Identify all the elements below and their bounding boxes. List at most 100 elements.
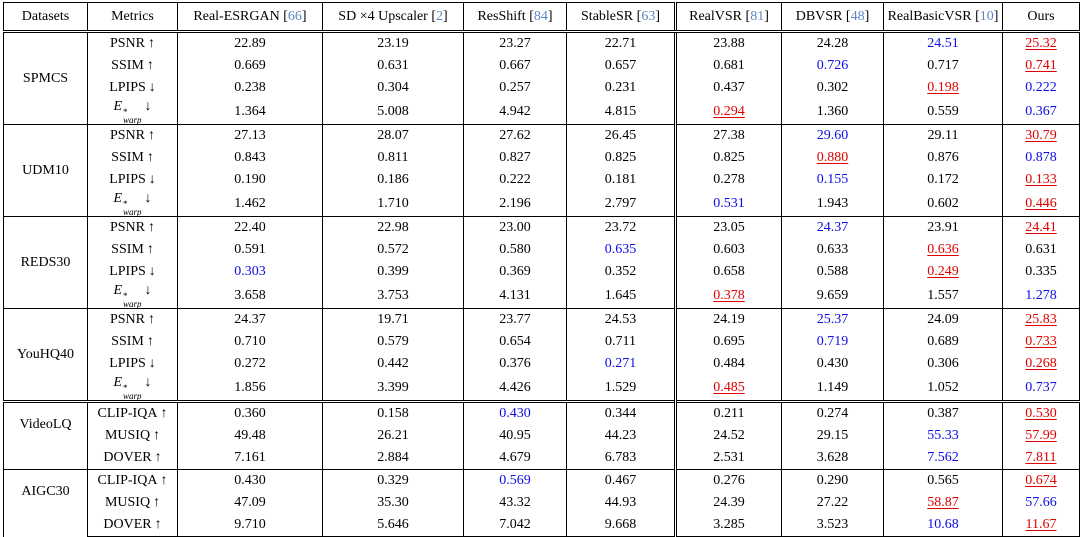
metric-value: 0.485 (674, 375, 782, 402)
metric-name: PSNR (109, 220, 146, 235)
metric-value: 0.559 (883, 99, 1003, 125)
metric-value: 0.437 (674, 77, 782, 99)
metric-value: 4.679 (463, 447, 567, 470)
metric-value: 30.79 (1002, 124, 1080, 147)
metric-value: 24.52 (674, 425, 782, 447)
table-row: SPMCS PSNR ↑ 22.89 23.19 23.27 22.71 23.88 24.28… (3, 31, 1080, 125)
metric-label: CLIP-IQA ↑ (87, 400, 178, 425)
metric-name: DOVER (103, 517, 152, 532)
citation-link[interactable]: 10 (979, 8, 994, 24)
metric-value: 0.719 (781, 331, 884, 353)
table-row: LPIPS ↓ 0.238 0.304 0.257 0.231 0.437 0.302 0.19… (4, 77, 1080, 99)
metric-value: 3.753 (322, 283, 464, 309)
citation-link[interactable]: 63 (641, 8, 656, 24)
metric-value: 24.39 (674, 492, 782, 514)
metric-value: 24.19 (674, 308, 782, 331)
table-row: LPIPS ↓ 0.303 0.399 0.369 0.352 0.658 0.588 0.24… (4, 261, 1080, 283)
col-header-datasets: Datasets (3, 2, 88, 33)
arrow-up-icon: ↑ (160, 473, 168, 488)
citation-link[interactable]: 2 (436, 8, 444, 24)
metric-value: 0.588 (781, 261, 884, 283)
metric-value: 9.659 (781, 283, 884, 309)
metric-value: 24.41 (1002, 216, 1080, 239)
col-header-method-sd-4-upscaler: SD ×4 Upscaler [2] (322, 2, 464, 33)
metric-value: 0.565 (883, 469, 1003, 492)
metric-value: 23.72 (566, 216, 676, 239)
metric-name: DOVER (103, 450, 152, 465)
metric-value: 0.667 (463, 55, 567, 77)
metric-value: 0.631 (1002, 239, 1080, 261)
citation-bracket: ] (301, 8, 307, 24)
metric-value: 0.741 (1002, 55, 1080, 77)
metric-name: CLIP-IQA (97, 406, 158, 421)
metric-value: 0.484 (674, 353, 782, 375)
metric-value: 23.88 (674, 31, 782, 55)
metric-label: DOVER ↑ (87, 447, 178, 470)
metric-value: 0.572 (322, 239, 464, 261)
arrow-down-icon: ↓ (148, 264, 156, 279)
metric-value: 0.190 (177, 169, 323, 191)
metric-label: E * warp ↓ (87, 191, 178, 217)
metric-value: 0.569 (463, 469, 567, 492)
col-header-method-stablesr: StableSR [63] (566, 2, 676, 33)
citation-bracket: [ (427, 8, 437, 24)
dataset-label-aigc30: AIGC30 (3, 469, 88, 537)
arrow-up-icon: ↑ (148, 220, 156, 235)
metric-value: 0.344 (566, 400, 676, 425)
metric-value: 27.22 (781, 492, 884, 514)
metric-name: LPIPS (109, 80, 146, 95)
results-table: Datasets Metrics Real-ESRGAN [66] SD ×4 Ups… (3, 2, 1080, 537)
metric-value: 0.467 (566, 469, 676, 492)
metric-value: 0.674 (1002, 469, 1080, 492)
metric-value: 0.825 (674, 147, 782, 169)
metric-value: 0.186 (322, 169, 464, 191)
metric-value: 0.329 (322, 469, 464, 492)
metric-value: 23.77 (463, 308, 567, 331)
metric-value: 0.726 (781, 55, 884, 77)
citation-bracket: [ (742, 8, 751, 24)
metric-value: 0.360 (177, 400, 323, 425)
metric-value: 22.71 (566, 31, 676, 55)
arrow-down-icon: ↓ (144, 191, 152, 206)
metric-value: 0.442 (322, 353, 464, 375)
metric-name: PSNR (109, 128, 146, 143)
citation-link[interactable]: 81 (750, 8, 765, 24)
metric-value: 0.580 (463, 239, 567, 261)
arrow-up-icon: ↑ (148, 312, 156, 327)
metric-label: MUSIQ ↑ (87, 492, 178, 514)
metric-label: SSIM ↑ (87, 55, 178, 77)
metric-value: 3.399 (322, 375, 464, 402)
metric-value: 4.426 (463, 375, 567, 402)
citation-bracket: ] (443, 8, 448, 24)
metric-value: 11.67 (1002, 514, 1080, 537)
citation-link[interactable]: 84 (533, 8, 548, 24)
metric-value: 0.222 (1002, 77, 1080, 99)
citation-bracket: [ (633, 8, 642, 24)
metric-value: 1.278 (1002, 283, 1080, 309)
metric-value: 43.32 (463, 492, 567, 514)
metric-value: 0.369 (463, 261, 567, 283)
metric-value: 0.231 (566, 77, 676, 99)
metric-value: 0.603 (674, 239, 782, 261)
metric-value: 0.689 (883, 331, 1003, 353)
metric-value: 35.30 (322, 492, 464, 514)
method-name: RealBasicVSR (887, 8, 972, 24)
metric-value: 0.306 (883, 353, 1003, 375)
citation-link[interactable]: 66 (287, 8, 302, 24)
citation-link[interactable]: 48 (850, 8, 865, 24)
metric-value: 1.364 (177, 99, 323, 125)
metric-label: PSNR ↑ (87, 216, 178, 239)
metric-value: 0.717 (883, 55, 1003, 77)
metric-name: SSIM (111, 150, 144, 165)
metric-value: 0.367 (1002, 99, 1080, 125)
metric-value: 0.271 (566, 353, 676, 375)
metric-value: 0.446 (1002, 191, 1080, 217)
metric-name: SSIM (111, 334, 144, 349)
metric-value: 24.37 (177, 308, 323, 331)
metric-value: 0.669 (177, 55, 323, 77)
metric-value: 0.335 (1002, 261, 1080, 283)
metric-label: SSIM ↑ (87, 239, 178, 261)
metric-value: 0.530 (1002, 400, 1080, 425)
metric-value: 0.376 (463, 353, 567, 375)
metric-value: 0.880 (781, 147, 884, 169)
